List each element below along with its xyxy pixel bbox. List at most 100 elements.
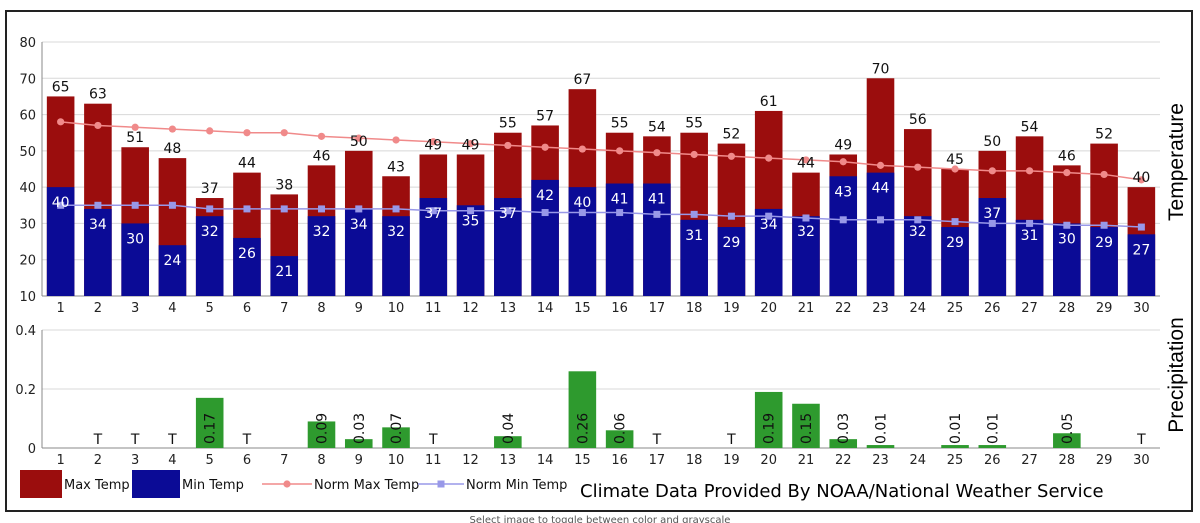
norm-min-temp-point xyxy=(802,214,810,222)
norm-max-temp-point xyxy=(839,158,847,166)
min-temp-bar xyxy=(344,208,373,296)
min-temp-bar xyxy=(605,183,634,296)
prec-x-tick: 20 xyxy=(760,453,777,468)
temp-x-tick: 2 xyxy=(94,301,102,316)
min-temp-bar xyxy=(941,227,969,296)
min-temp-bar xyxy=(754,208,783,296)
trace-label: T xyxy=(93,432,103,448)
temp-y-tick: 60 xyxy=(19,109,36,124)
temp-y-tick: 10 xyxy=(19,290,36,305)
min-temp-label: 41 xyxy=(648,192,666,208)
min-temp-label: 32 xyxy=(387,224,405,240)
min-temp-bar xyxy=(456,205,485,296)
min-temp-label: 40 xyxy=(52,195,70,211)
min-temp-bar xyxy=(866,172,895,296)
norm-min-temp-point xyxy=(1137,223,1145,231)
min-temp-label: 24 xyxy=(164,253,182,269)
norm-max-temp-point xyxy=(355,134,363,142)
precipitation-bar xyxy=(494,436,522,448)
min-temp-label: 21 xyxy=(275,264,293,280)
min-temp-label: 32 xyxy=(909,224,927,240)
precipitation-label: 0.06 xyxy=(613,413,629,444)
prec-x-tick: 18 xyxy=(686,453,703,468)
temperature-bars xyxy=(46,78,1156,297)
norm-min-temp-point xyxy=(765,212,773,220)
norm-min-temp-point xyxy=(1100,221,1108,229)
temp-x-tick: 4 xyxy=(168,301,176,316)
norm-max-temp-point xyxy=(541,143,549,151)
max-temp-label: 52 xyxy=(723,127,741,143)
min-temp-bar xyxy=(233,237,261,296)
temp-y-tick: 30 xyxy=(19,217,36,232)
max-temp-label: 50 xyxy=(983,134,1001,150)
norm-min-temp-point xyxy=(94,201,102,209)
temp-x-tick: 21 xyxy=(798,301,815,316)
temp-x-tick: 23 xyxy=(872,301,889,316)
temp-x-tick: 17 xyxy=(649,301,666,316)
prec-x-tick: 9 xyxy=(355,453,363,468)
norm-max-temp-point xyxy=(317,132,326,140)
precipitation-label: 0.03 xyxy=(352,413,368,444)
trace-label: T xyxy=(1136,432,1146,448)
max-temp-label: 44 xyxy=(797,156,815,172)
min-temp-label: 35 xyxy=(462,213,480,229)
prec-x-tick: 23 xyxy=(872,453,889,468)
max-temp-label: 55 xyxy=(611,116,629,132)
min-temp-label: 30 xyxy=(1058,231,1076,247)
max-temp-label: 67 xyxy=(573,72,591,88)
prec-x-tick: 14 xyxy=(537,453,554,468)
precipitation-label: 0.09 xyxy=(315,413,331,444)
norm-max-temp-point xyxy=(727,152,736,160)
precipitation-y-ticks: 0.4 0.2 0 xyxy=(15,324,36,457)
temp-x-tick: 27 xyxy=(1021,301,1038,316)
min-temp-label: 43 xyxy=(834,184,852,200)
precipitation-bar xyxy=(344,439,373,448)
prec-x-tick: 12 xyxy=(462,453,479,468)
min-temp-bar xyxy=(680,219,708,296)
temp-x-tick: 25 xyxy=(947,301,964,316)
precipitation-bar xyxy=(568,371,597,448)
precipitation-label: 0.05 xyxy=(1060,413,1076,444)
temp-x-tick: 29 xyxy=(1096,301,1113,316)
max-temp-label: 37 xyxy=(201,181,219,197)
norm-min-temp-point xyxy=(280,205,288,213)
norm-min-temp-point xyxy=(578,209,586,217)
max-temp-label: 70 xyxy=(872,61,890,77)
prec-x-tick: 3 xyxy=(131,453,139,468)
min-temp-label: 29 xyxy=(1095,235,1113,251)
precipitation-bar xyxy=(866,445,895,448)
min-temp-bar xyxy=(568,187,597,296)
precipitation-label: 0.03 xyxy=(836,413,852,444)
min-temp-label: 40 xyxy=(573,195,591,211)
precipitation-label: 0.15 xyxy=(799,413,815,444)
legend-swatch xyxy=(132,470,180,498)
prec-x-tick: 22 xyxy=(835,453,852,468)
temp-x-tick: 26 xyxy=(984,301,1001,316)
min-temp-label: 26 xyxy=(238,246,256,262)
max-temp-label: 52 xyxy=(1095,127,1113,143)
norm-max-temp-point xyxy=(168,125,177,133)
trace-label: T xyxy=(726,432,736,448)
precipitation-data-labels: T T T 0.17 T 0.09 0.03 0.07 T 0.04 0.26 0.06 T T 0.19 0… xyxy=(93,413,1146,448)
precipitation-label: 0.07 xyxy=(389,413,405,444)
max-temp-label: 50 xyxy=(350,134,368,150)
min-temp-label: 27 xyxy=(1132,242,1150,258)
precipitation-label: 0.01 xyxy=(985,413,1001,444)
norm-min-temp-point xyxy=(877,216,884,224)
trace-label: T xyxy=(652,432,662,448)
prec-y-tick: 0.2 xyxy=(15,383,36,398)
precipitation-x-ticks: 1 2 3 4 5 6 7 8 9 10 11 12 13 14 15 16 17 18 19 20 21 22 23 24 2… xyxy=(56,453,1149,468)
max-temp-label: 65 xyxy=(52,79,70,95)
norm-max-temp-point xyxy=(243,129,251,137)
norm-max-temp-point xyxy=(429,138,437,146)
norm-min-temp-point xyxy=(355,205,363,213)
temp-x-tick: 22 xyxy=(835,301,852,316)
norm-max-temp-point xyxy=(690,150,698,159)
min-temp-bar xyxy=(195,216,224,296)
min-temp-label: 34 xyxy=(760,217,778,233)
norm-max-temp-point xyxy=(57,118,65,126)
precipitation-bar xyxy=(1053,433,1081,448)
min-temp-label: 42 xyxy=(536,188,554,204)
temperature-data-labels: 65 40 63 34 51 30 48 24 37 32 44 26 38 21 46 32 50 34 43 32… xyxy=(52,61,1151,280)
precipitation-bar xyxy=(792,403,820,448)
